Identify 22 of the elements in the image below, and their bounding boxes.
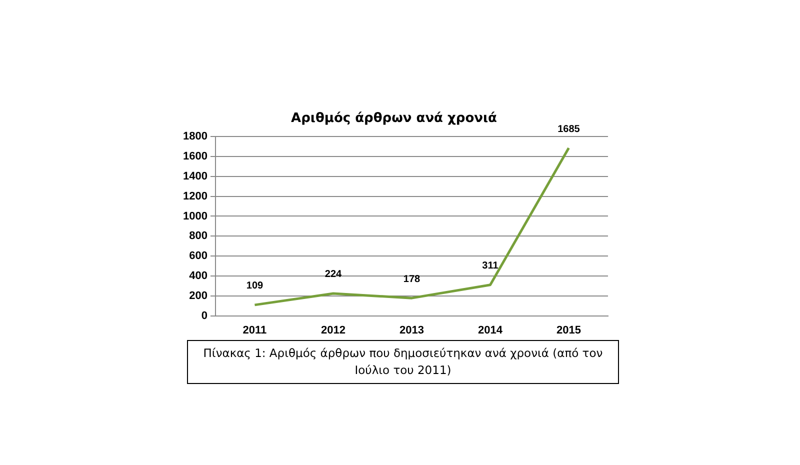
y-tick-label: 1400 <box>182 170 208 182</box>
y-tick-label: 1600 <box>182 150 208 163</box>
data-label: 109 <box>246 280 264 292</box>
x-tick-label: 2015 <box>556 324 581 336</box>
text: Πίνακας 1: Αριθμός άρθρων που δημοσιεύτηκαν ανά χρονιά (από τον Ιούλιο του 2011) <box>187 340 619 384</box>
chart-title: Αριθμός άρθρων ανά χρονιά <box>291 111 498 126</box>
data-label: 1685 <box>558 124 580 135</box>
x-tick-label: 2014 <box>478 324 504 336</box>
data-label: 178 <box>403 274 421 285</box>
y-tick-label: 0 <box>201 310 208 322</box>
y-tick-label: 600 <box>189 250 208 262</box>
y-tick-label: 1800 <box>182 130 208 143</box>
y-tick-label: 1200 <box>182 190 208 202</box>
x-tick-label: 2012 <box>320 324 346 336</box>
y-tick-label: 800 <box>189 230 208 242</box>
y-tick-label: 1000 <box>182 210 208 222</box>
data-label: 311 <box>482 260 499 272</box>
x-tick-label: 2013 <box>399 324 424 336</box>
y-tick-label: 400 <box>189 270 208 282</box>
y-tick-label: 200 <box>189 290 208 302</box>
data-label: 224 <box>324 269 342 280</box>
x-tick-label: 2011 <box>242 324 267 336</box>
